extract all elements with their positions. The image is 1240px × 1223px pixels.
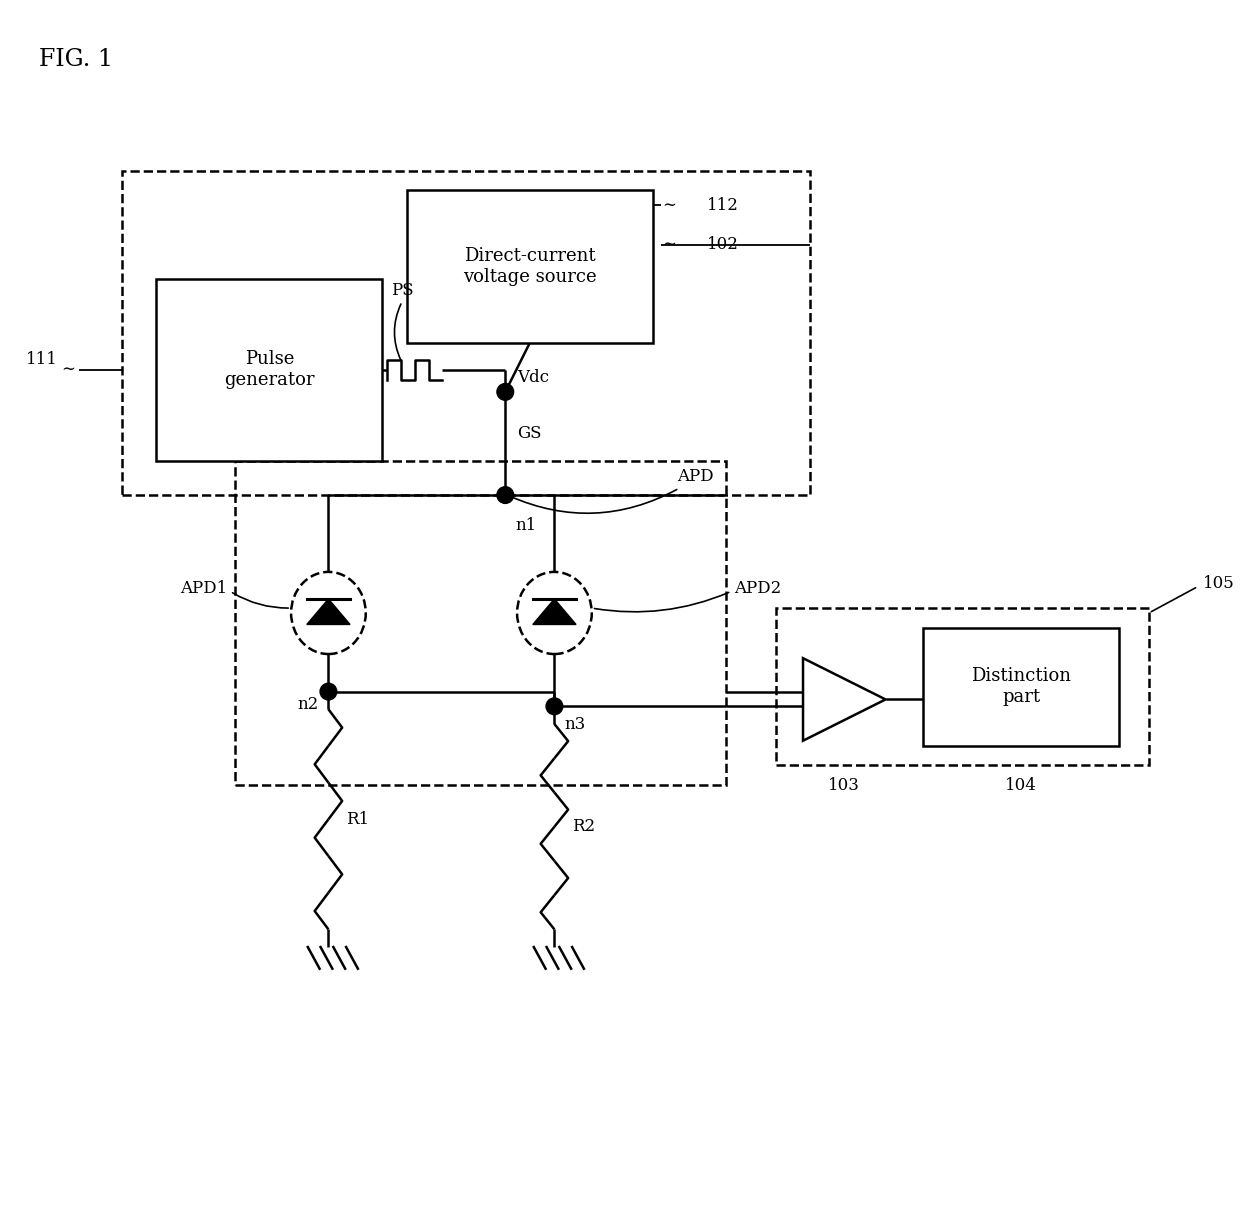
Text: 103: 103 [828, 777, 861, 794]
Bar [236, 461, 727, 785]
Text: R2: R2 [572, 818, 595, 835]
Text: R1: R1 [346, 811, 370, 828]
Bar [156, 279, 382, 461]
Bar [122, 171, 810, 495]
Polygon shape [306, 599, 350, 625]
Circle shape [497, 487, 513, 504]
Text: FIG. 1: FIG. 1 [38, 48, 113, 71]
Text: 112: 112 [707, 197, 739, 214]
Bar [775, 608, 1149, 766]
Text: ∼: ∼ [61, 361, 76, 378]
Text: ∼: ∼ [662, 236, 676, 253]
Text: 104: 104 [1006, 777, 1037, 794]
Text: Pulse
generator: Pulse generator [224, 350, 315, 389]
Polygon shape [533, 599, 577, 625]
Text: APD: APD [677, 468, 714, 486]
Ellipse shape [517, 572, 591, 654]
Ellipse shape [291, 572, 366, 654]
Text: 102: 102 [707, 236, 739, 253]
Text: n2: n2 [298, 696, 319, 713]
Text: ∼: ∼ [662, 197, 676, 214]
Text: APD2: APD2 [734, 580, 781, 597]
Bar [407, 191, 652, 342]
Text: Vdc: Vdc [517, 369, 549, 386]
Circle shape [320, 684, 337, 700]
Text: GS: GS [517, 426, 542, 443]
Text: 111: 111 [26, 351, 58, 368]
Text: APD1: APD1 [180, 580, 227, 597]
Bar [923, 627, 1120, 746]
Text: Distinction
part: Distinction part [971, 668, 1071, 706]
Text: PS: PS [391, 281, 413, 298]
Text: 105: 105 [1203, 575, 1235, 592]
Circle shape [546, 698, 563, 714]
Circle shape [497, 384, 513, 400]
Text: Direct-current
voltage source: Direct-current voltage source [463, 247, 596, 286]
Text: n3: n3 [564, 717, 585, 733]
Text: n1: n1 [515, 516, 537, 533]
